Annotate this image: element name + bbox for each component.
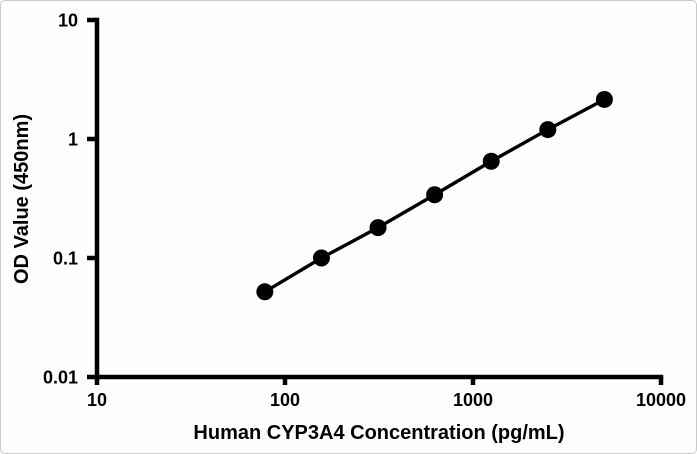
data-point (312, 249, 330, 267)
x-axis-title: Human CYP3A4 Concentration (pg/mL) (193, 422, 564, 444)
x-tick-label: 1000 (453, 390, 493, 410)
y-tick-label: 1 (68, 129, 78, 149)
axes-layer: 10 1 0.1 0.01 10 100 1000 10000 (43, 10, 686, 410)
y-tick-label: 10 (58, 10, 78, 30)
data-point (539, 121, 557, 139)
axis-spines (94, 17, 664, 380)
data-point (482, 152, 500, 170)
data-point (256, 283, 274, 301)
x-tick-label: 10000 (636, 390, 686, 410)
data-point (369, 219, 387, 237)
x-tick-label: 10 (87, 390, 107, 410)
y-tick-label: 0.01 (43, 367, 78, 387)
y-axis-title: OD Value (450nm) (11, 114, 33, 284)
series-layer (256, 90, 613, 301)
x-tick-label: 100 (270, 390, 300, 410)
y-tick-label: 0.1 (53, 248, 78, 268)
data-point (426, 186, 444, 204)
data-point (595, 90, 613, 108)
